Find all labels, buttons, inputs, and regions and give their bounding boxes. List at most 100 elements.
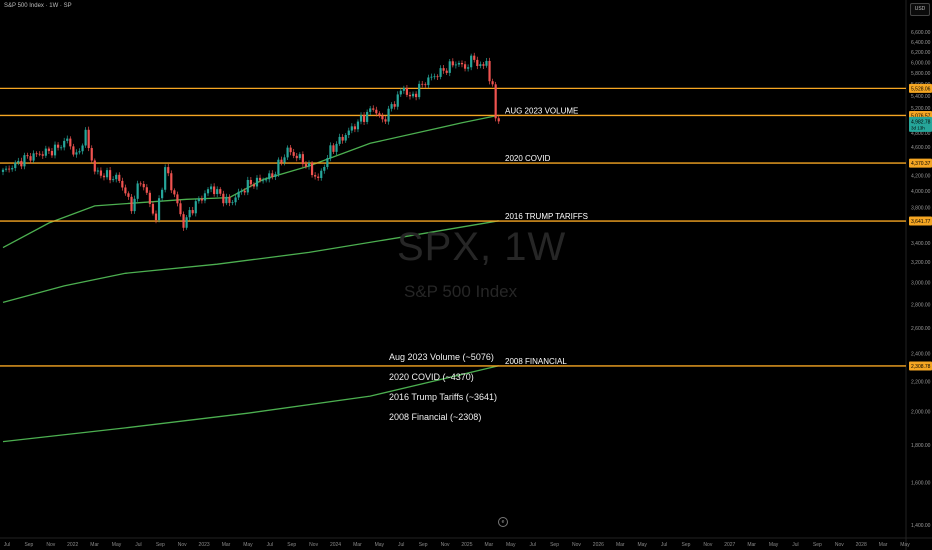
price-badge	[909, 216, 932, 226]
candle-body	[286, 147, 289, 158]
candle-body	[326, 158, 329, 167]
candle-body	[399, 90, 402, 95]
candle-body	[497, 118, 500, 122]
time-tick-label: Nov	[703, 542, 712, 548]
candle-body	[378, 113, 381, 116]
candle-body	[53, 144, 57, 156]
moving-average-line	[2, 114, 499, 249]
candle-body	[66, 138, 69, 141]
candle-body	[402, 87, 405, 91]
candle-body	[427, 77, 430, 86]
candle-body	[362, 115, 366, 122]
candle-body	[307, 163, 311, 167]
candle-body	[424, 84, 427, 86]
watermark-symbol: SPX, 1W	[397, 225, 567, 269]
watermark-name: S&P 500 Index	[404, 282, 518, 301]
price-tick-label: 4,600.00	[911, 145, 931, 151]
price-tick-label: 4,200.00	[911, 174, 931, 180]
candle-body	[338, 136, 341, 144]
candle-body	[470, 55, 473, 68]
candle-body	[323, 166, 326, 171]
price-tick-label: 5,800.00	[911, 71, 931, 77]
candle-body	[206, 189, 210, 194]
candle-body	[11, 168, 14, 170]
circled-e-icon[interactable]: e	[498, 517, 508, 527]
candle-body	[200, 198, 203, 201]
price-tick-label: 3,400.00	[911, 241, 931, 247]
candle-body	[23, 155, 26, 167]
time-tick-label: 2024	[330, 542, 341, 548]
level-label: 2008 FINANCIAL	[505, 357, 567, 366]
candle-body	[32, 153, 35, 161]
candle-body	[38, 153, 41, 155]
time-tick-label: May	[506, 542, 516, 548]
candle-body	[179, 203, 182, 215]
candle-body	[488, 60, 491, 82]
candle-body	[14, 162, 17, 169]
candle-body	[81, 145, 84, 152]
candle-body	[356, 121, 360, 130]
candle-body	[304, 164, 308, 167]
price-tick-label: 4,800.00	[911, 131, 931, 137]
candle-body	[1, 169, 5, 172]
candle-body	[460, 62, 464, 65]
candle-body	[439, 68, 442, 77]
candle-body	[289, 147, 292, 153]
time-tick-label: Sep	[682, 542, 691, 548]
time-tick-label: Mar	[222, 542, 231, 548]
price-tick-label: 2,600.00	[911, 326, 931, 332]
price-tick-label: 3,000.00	[911, 281, 931, 287]
currency-button[interactable]: USD	[910, 3, 930, 16]
candle-body	[292, 152, 295, 156]
candle-body	[213, 186, 216, 195]
levels-note-item: 2008 Financial (~2308)	[389, 412, 482, 422]
price-tick-label: 4,000.00	[911, 189, 931, 195]
candle-body	[329, 145, 332, 159]
time-tick-label: May	[375, 542, 385, 548]
candle-body	[130, 196, 133, 212]
candle-body	[20, 160, 23, 167]
time-tick-label: Nov	[441, 542, 450, 548]
candle-body	[228, 196, 231, 203]
candle-body	[442, 68, 445, 71]
time-tick-label: 2028	[856, 542, 867, 548]
candle-body	[142, 183, 145, 188]
candle-body	[87, 129, 90, 149]
candle-body	[268, 173, 271, 180]
candle-body	[344, 135, 347, 141]
candle-body	[350, 126, 353, 131]
candle-body	[60, 147, 63, 149]
candle-body	[485, 60, 488, 66]
candle-body	[188, 210, 191, 218]
candle-body	[50, 150, 54, 156]
candle-body	[445, 70, 448, 73]
time-tick-label: Nov	[572, 542, 581, 548]
candle-body	[173, 190, 176, 195]
price-tick-label: 1,400.00	[911, 523, 931, 529]
levels-note-item: 2020 COVID (~4370)	[389, 372, 474, 382]
price-tick-label: 2,400.00	[911, 352, 931, 358]
time-tick-label: Mar	[616, 542, 625, 548]
time-tick-label: Mar	[90, 542, 99, 548]
candle-body	[421, 83, 424, 85]
candle-body	[118, 174, 121, 181]
level-label: AUG 2023 VOLUME	[505, 106, 578, 115]
candle-body	[476, 59, 479, 66]
candle-body	[436, 76, 439, 78]
candle-body	[56, 144, 60, 148]
time-tick-label: Nov	[46, 542, 55, 548]
candle-body	[148, 192, 151, 204]
candle-body	[243, 190, 246, 193]
candle-body	[317, 176, 320, 178]
candle-body	[75, 152, 78, 155]
price-badge-label: 4,982.78	[911, 119, 931, 125]
time-tick-label: Jul	[529, 542, 535, 548]
candle-body	[467, 67, 470, 69]
candle-body	[274, 174, 277, 177]
candle-body	[151, 203, 155, 214]
time-tick-label: May	[243, 542, 253, 548]
time-tick-label: Sep	[550, 542, 559, 548]
candle-body	[44, 148, 47, 156]
candle-body	[216, 189, 219, 195]
